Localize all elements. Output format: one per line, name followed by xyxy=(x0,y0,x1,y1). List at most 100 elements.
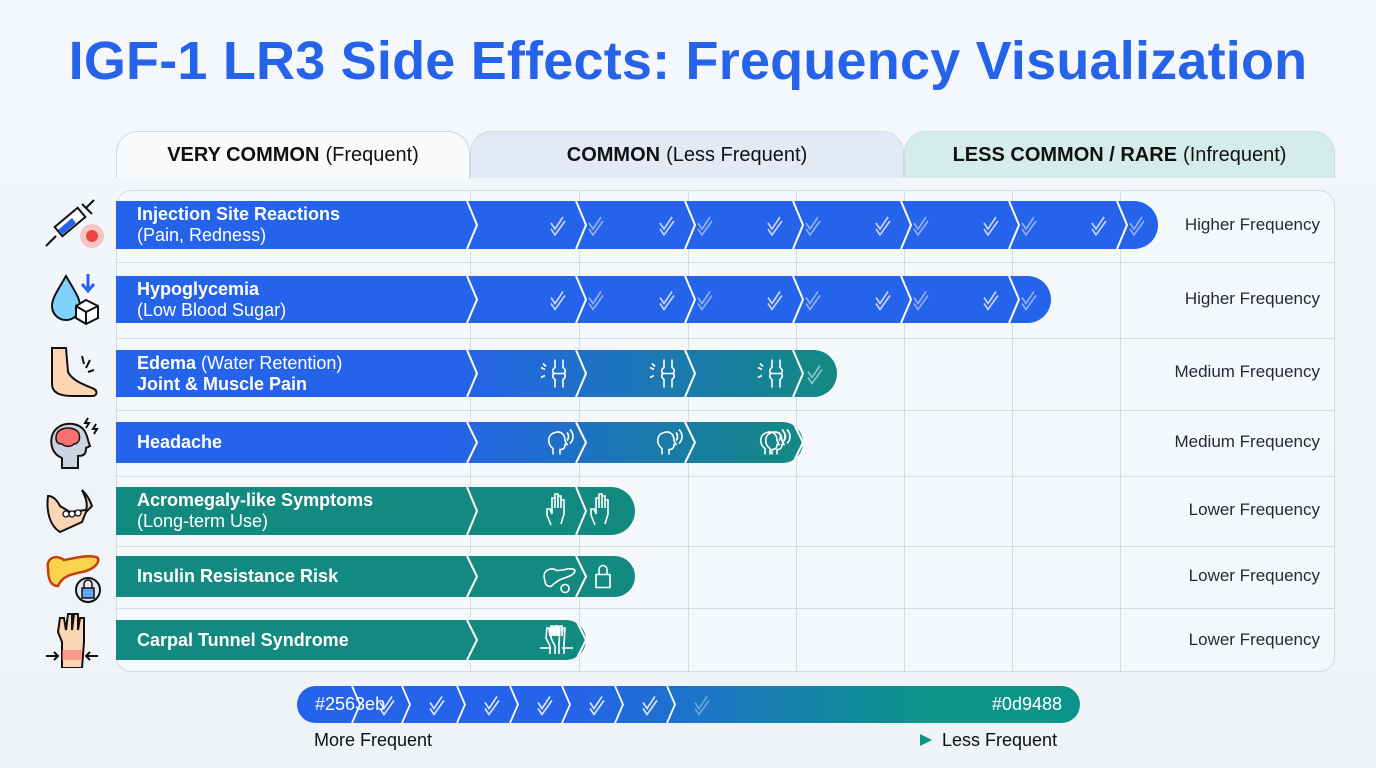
segment-chevron xyxy=(466,620,479,660)
syringe-icon xyxy=(42,196,106,252)
grid-hline xyxy=(116,338,1335,339)
segment-joint-icon xyxy=(757,359,784,388)
segment-chevron xyxy=(575,350,588,397)
segment-chevron xyxy=(900,276,913,323)
segment-chevron xyxy=(466,350,479,397)
segment-check-icon xyxy=(875,291,891,311)
segment-chevron xyxy=(684,422,697,463)
category-bold: LESS COMMON / RARE xyxy=(952,143,1178,166)
segment-check-icon xyxy=(767,216,783,237)
segment-chevron xyxy=(575,422,588,463)
category-header-very-common: VERY COMMON (Frequent) xyxy=(116,131,470,178)
segment-chevron xyxy=(684,350,697,397)
segment-chevron xyxy=(466,422,479,463)
segment-chevron xyxy=(466,556,479,597)
side-effect-bar: Edema (Water Retention) Joint & Muscle Pa… xyxy=(116,350,837,397)
side-effect-bar: Hypoglycemia (Low Blood Sugar) xyxy=(116,276,1051,323)
side-effect-label: Acromegaly-like Symptoms (Long-term Use) xyxy=(137,490,373,532)
segment-check-icon xyxy=(805,291,821,311)
segment-chevron xyxy=(792,422,803,463)
side-effect-label: Hypoglycemia (Low Blood Sugar) xyxy=(137,279,286,321)
segment-check-icon xyxy=(1021,216,1037,237)
segment-chevron xyxy=(792,201,805,249)
segment-chevron xyxy=(1008,276,1021,323)
grid-vline xyxy=(1012,190,1013,672)
segment-check-icon xyxy=(767,291,783,311)
bar-segments xyxy=(466,276,1037,323)
direction-arrow-icon xyxy=(450,734,932,746)
legend-check-icon xyxy=(694,696,710,716)
segment-chevron xyxy=(575,276,588,323)
segment-check-icon xyxy=(913,291,929,311)
segment-chevron xyxy=(466,487,479,535)
side-effect-bar: Headache xyxy=(116,422,803,463)
segment-hand-icon xyxy=(590,493,609,526)
label-title: Carpal Tunnel Syndrome xyxy=(137,629,349,650)
segment-check-icon xyxy=(913,216,929,237)
swollen-foot-icon xyxy=(42,344,106,400)
category-header-common: COMMON (Less Frequent) xyxy=(470,131,904,178)
segment-check-icon xyxy=(550,291,566,311)
side-effect-label: Edema (Water Retention) Joint & Muscle Pa… xyxy=(137,353,342,395)
legend-chevron xyxy=(401,686,411,723)
grid-hline xyxy=(116,608,1335,609)
legend-chevrons xyxy=(351,686,710,723)
less-frequent-label: Less Frequent xyxy=(942,730,1058,750)
legend-check-icon xyxy=(642,696,658,716)
side-effect-bar: Insulin Resistance Risk xyxy=(116,556,635,597)
legend-start-hex: #2563eb xyxy=(315,694,386,714)
segment-chevron xyxy=(575,620,586,660)
legend-chevron xyxy=(561,686,571,723)
segment-check-icon xyxy=(1021,291,1037,311)
grid-vline xyxy=(904,190,905,672)
label-title: Injection Site Reactions xyxy=(137,204,341,224)
segment-chevron xyxy=(684,201,697,249)
frequency-label: Higher Frequency xyxy=(1184,289,1320,308)
legend-chevron xyxy=(509,686,519,723)
label-title: Acromegaly-like Symptoms xyxy=(137,490,374,510)
segment-head-icon xyxy=(656,428,683,455)
segment-check-icon xyxy=(983,216,999,237)
frequency-label: Medium Frequency xyxy=(1174,432,1320,451)
frequency-label: Lower Frequency xyxy=(1188,566,1320,585)
legend-check-icon xyxy=(537,696,553,716)
label-title-note: (Water Retention) xyxy=(196,352,343,373)
legend-end-hex: #0d9488 xyxy=(991,694,1062,714)
segment-chevron xyxy=(900,201,913,249)
grid-hline xyxy=(116,410,1335,411)
frequency-label: Medium Frequency xyxy=(1174,362,1320,381)
segment-chevron xyxy=(1116,201,1129,249)
segment-check-icon xyxy=(550,216,566,237)
segment-check-icon xyxy=(697,216,713,237)
segment-chevron xyxy=(466,276,479,323)
bar-segments xyxy=(466,422,803,463)
frequency-label: Lower Frequency xyxy=(1188,500,1320,519)
segment-chevron xyxy=(792,350,805,397)
segment-check-icon xyxy=(805,216,821,237)
label-subtitle: (Long-term Use) xyxy=(137,511,269,531)
legend-chevron xyxy=(666,686,676,723)
legend-check-icon xyxy=(484,696,500,716)
legend-check-icon xyxy=(379,696,395,716)
segment-chevron xyxy=(575,201,588,249)
more-frequent-label: More Frequent xyxy=(314,730,433,750)
side-effect-label: Injection Site Reactions (Pain, Redness) xyxy=(137,204,340,246)
segment-check-icon xyxy=(659,216,675,237)
grid-hline xyxy=(116,546,1335,547)
color-legend-bar: #2563eb #0d9488 xyxy=(297,686,1080,723)
label-subtitle: (Low Blood Sugar) xyxy=(137,299,287,320)
side-effect-bar: Acromegaly-like Symptoms (Long-term Use) xyxy=(116,487,635,535)
segment-check-icon xyxy=(983,291,999,311)
segment-joint-icon xyxy=(649,359,676,388)
segment-wrist-icon xyxy=(540,625,568,654)
page-title: IGF-1 LR3 Side Effects: Frequency Visual… xyxy=(68,31,1308,91)
label-subtitle: Joint & Muscle Pain xyxy=(137,373,308,394)
legend-check-icon xyxy=(589,696,605,716)
jaw-icon xyxy=(42,482,106,538)
side-effect-bar: Carpal Tunnel Syndrome xyxy=(116,620,586,660)
pancreas-lock-icon xyxy=(42,548,106,604)
category-sub: (Less Frequent) xyxy=(666,143,808,166)
category-header-rare: LESS COMMON / RARE (Infrequent) xyxy=(904,131,1335,178)
bar-segments xyxy=(466,201,1145,249)
legend-check-icon xyxy=(429,696,445,716)
